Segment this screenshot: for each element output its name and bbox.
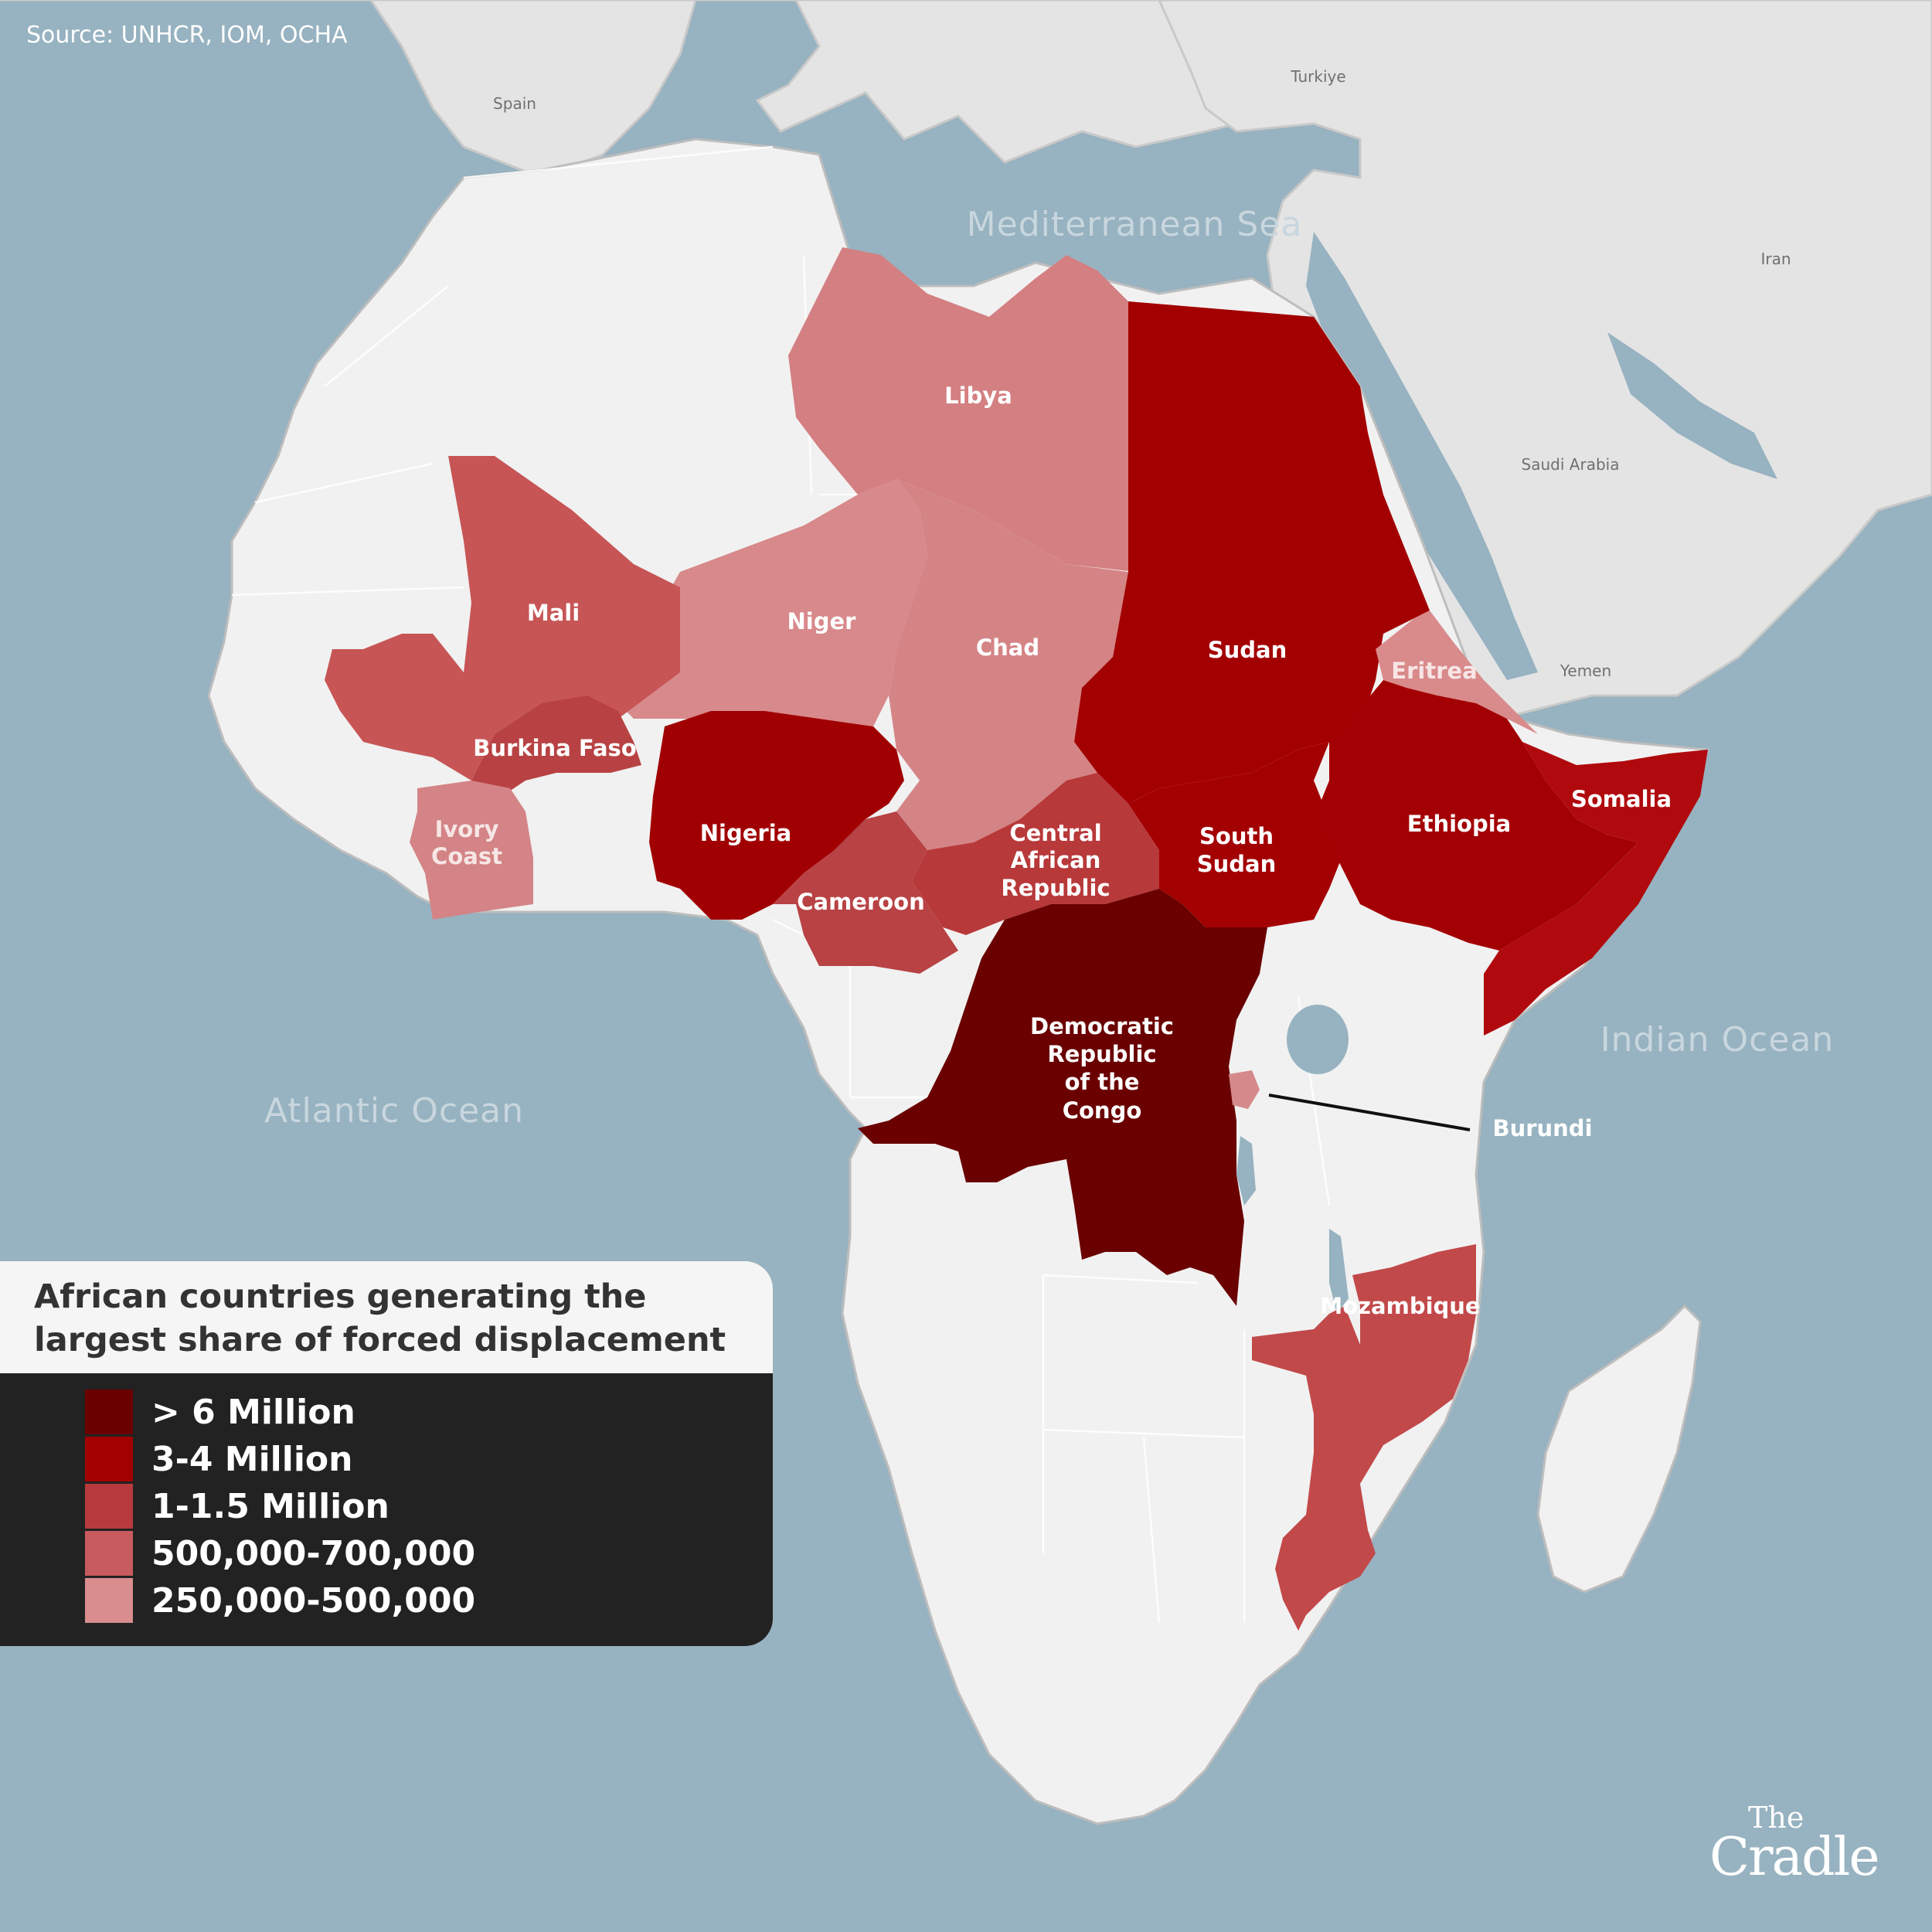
label-sudan: Sudan — [1208, 637, 1287, 663]
burundi-leader-line — [1268, 1094, 1471, 1131]
legend-item: 3-4 Million — [85, 1436, 352, 1482]
label-cameroon: Cameroon — [797, 889, 925, 915]
label-yemen: Yemen — [1560, 662, 1611, 680]
label-drc-line4: Congo — [1063, 1097, 1142, 1124]
country-libya — [788, 247, 1136, 572]
legend-label: 500,000-700,000 — [151, 1533, 476, 1573]
label-car-line2: African — [1011, 847, 1101, 873]
legend-swatch — [85, 1437, 133, 1481]
label-burundi: Burundi — [1492, 1115, 1592, 1141]
legend-title-panel — [0, 1261, 773, 1373]
label-drc-line2: Republic — [1047, 1041, 1156, 1067]
label-indian-ocean: Indian Ocean — [1600, 1020, 1835, 1060]
label-nigeria: Nigeria — [700, 820, 791, 846]
label-south-sudan-line1: South — [1199, 823, 1274, 849]
label-car-line1: Central — [1009, 820, 1101, 846]
source-note: Source: UNHCR, IOM, OCHA — [26, 22, 348, 49]
country-niger — [611, 479, 927, 726]
label-south-sudan-line2: Sudan — [1197, 851, 1277, 877]
label-ethiopia: Ethiopia — [1407, 811, 1511, 837]
legend-label: > 6 Million — [151, 1392, 355, 1432]
madagascar — [1536, 1304, 1702, 1594]
red-sea — [1306, 232, 1538, 680]
lake-malawi — [1329, 1229, 1349, 1314]
legend-item: 1-1.5 Million — [85, 1483, 389, 1529]
legend-label: 250,000-500,000 — [151, 1580, 476, 1621]
label-ivory-coast-line2: Coast — [431, 843, 502, 869]
label-mali: Mali — [527, 600, 580, 626]
country-chad — [889, 479, 1128, 850]
country-eritrea — [1376, 611, 1538, 734]
the-cradle-logo: The Cradle — [1692, 1801, 1893, 1917]
label-car-line3: Republic — [1001, 875, 1110, 901]
persian-gulf — [1607, 332, 1777, 479]
country-drc — [858, 889, 1267, 1306]
legend-swatch — [85, 1578, 133, 1623]
legend-panel: > 6 Million 3-4 Million 1-1.5 Million 50… — [0, 1373, 773, 1646]
label-saudi-arabia: Saudi Arabia — [1522, 455, 1620, 474]
country-somalia — [1484, 742, 1708, 1036]
country-nigeria — [649, 711, 904, 920]
legend-item: 500,000-700,000 — [85, 1530, 475, 1577]
label-burkina-faso: Burkina Faso — [473, 735, 636, 761]
legend-item: > 6 Million — [85, 1389, 355, 1435]
country-ivory-coast — [410, 781, 533, 920]
country-cameroon — [773, 811, 958, 974]
legend-label: 1-1.5 Million — [151, 1486, 389, 1526]
label-ivory-coast-line1: Ivory — [435, 816, 499, 842]
country-south-sudan — [1128, 742, 1345, 927]
logo-main-word: Cradle — [1709, 1827, 1880, 1888]
label-libya: Libya — [944, 383, 1012, 409]
label-turkiye: Turkiye — [1290, 67, 1345, 86]
lake-victoria — [1287, 1005, 1349, 1074]
legend-item: 250,000-500,000 — [85, 1577, 475, 1624]
legend-swatch — [85, 1531, 133, 1576]
label-iran: Iran — [1760, 250, 1791, 268]
legend-label: 3-4 Million — [151, 1439, 353, 1479]
lake-tanganyika — [1236, 1136, 1256, 1206]
label-drc-line3: of the — [1065, 1069, 1140, 1095]
label-drc-line1: Democratic — [1030, 1013, 1174, 1039]
label-mozambique: Mozambique — [1320, 1293, 1480, 1319]
country-mozambique — [1252, 1244, 1476, 1631]
country-central-african-republic — [912, 773, 1159, 935]
logo-top-word: The — [1748, 1801, 1804, 1835]
country-burkina-faso — [471, 696, 641, 796]
country-sudan — [1074, 301, 1430, 804]
country-ethiopia — [1314, 680, 1638, 951]
label-mediterranean-sea: Mediterranean Sea — [967, 205, 1303, 244]
legend-swatch — [85, 1389, 133, 1434]
legend-swatch — [85, 1484, 133, 1529]
legend-title: African countries generating the largest… — [34, 1277, 726, 1359]
label-chad: Chad — [976, 634, 1039, 661]
label-eritrea: Eritrea — [1391, 658, 1477, 684]
label-somalia: Somalia — [1571, 786, 1672, 812]
country-burundi — [1229, 1070, 1260, 1109]
label-spain: Spain — [493, 94, 536, 113]
label-atlantic-ocean: Atlantic Ocean — [264, 1091, 524, 1131]
label-niger: Niger — [787, 608, 857, 634]
